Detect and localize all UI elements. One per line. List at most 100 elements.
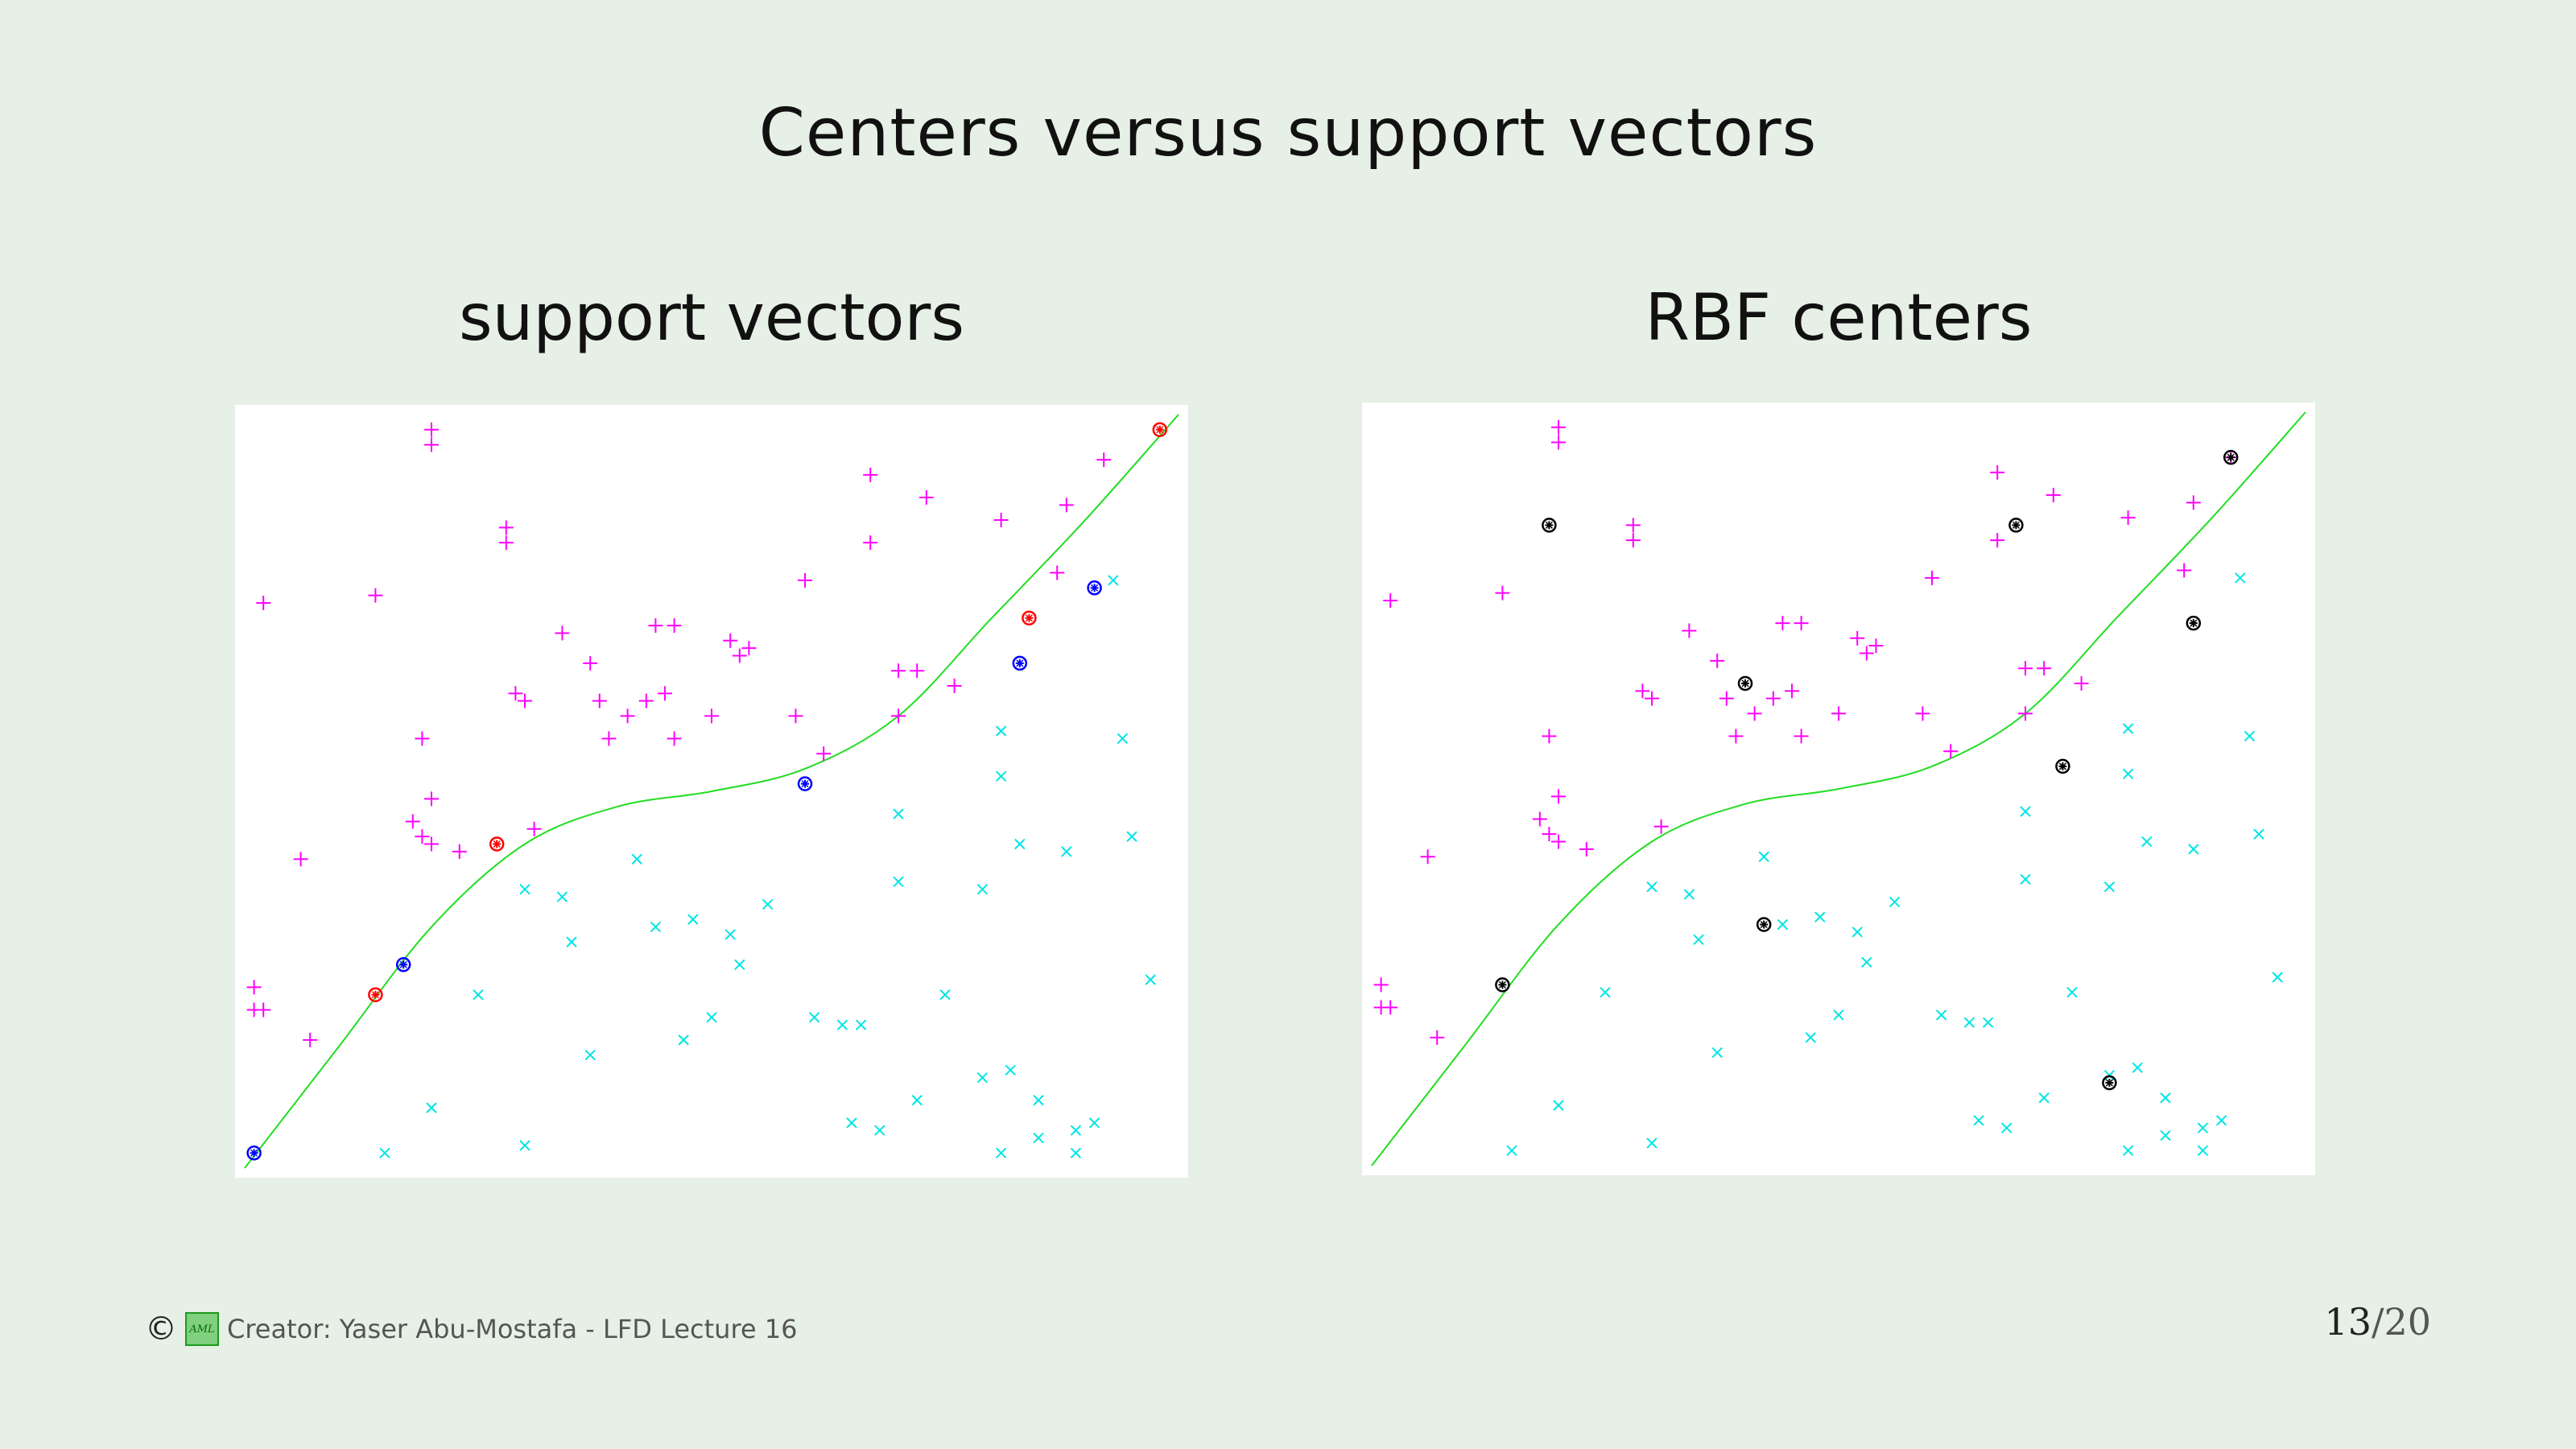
negative-point — [1693, 934, 1704, 945]
negative-point — [650, 921, 662, 933]
positive-point — [1059, 497, 1074, 513]
rbf-center-ring — [2008, 518, 2024, 533]
cross-b — [1852, 927, 1863, 938]
negative-point — [995, 725, 1007, 737]
cross-b — [566, 936, 577, 947]
negative-point — [2160, 1129, 2171, 1141]
aml-logo: AML — [185, 1312, 219, 1346]
support-vector-negative-d2 — [250, 1149, 258, 1157]
positive-point — [1373, 1000, 1389, 1015]
cross-b — [687, 914, 699, 925]
cross-b — [1553, 1100, 1564, 1111]
slide-title: Centers versus support vectors — [758, 95, 1818, 171]
negative-point — [2001, 1122, 2013, 1133]
cross-b — [995, 770, 1007, 782]
negative-point — [1646, 881, 1657, 893]
negative-point — [687, 914, 699, 925]
negative-point — [911, 1095, 923, 1106]
positive-point — [2046, 487, 2061, 502]
negative-point — [1061, 846, 1072, 857]
cross-b — [995, 1147, 1007, 1158]
rbf-center — [2055, 758, 2070, 774]
positive-point — [1579, 841, 1594, 857]
cross-b — [2132, 1062, 2143, 1074]
support-vector-negative-d2 — [1016, 659, 1024, 667]
rbf-center-ring — [2055, 758, 2070, 774]
negative-point — [1963, 1017, 1975, 1028]
rbf-center-ring — [1495, 977, 1510, 993]
negative-point — [836, 1019, 848, 1030]
negative-point — [1833, 1009, 1844, 1021]
negative-point — [426, 1102, 437, 1113]
rbf-center-d2 — [1741, 679, 1749, 687]
cross-b — [1014, 838, 1026, 850]
cross-b — [2103, 1069, 2116, 1081]
negative-point — [893, 876, 904, 888]
support-vectors-svg — [244, 414, 1179, 1169]
cross-b — [2020, 806, 2031, 817]
support-vector-negative-d2 — [1091, 584, 1099, 592]
negative-point — [2020, 873, 2031, 886]
cross-b — [874, 1125, 886, 1136]
positive-point — [863, 535, 878, 551]
support-vector-positive — [1022, 610, 1037, 625]
rbf-centers-plot — [1362, 402, 2315, 1175]
support-vector-positive — [1152, 422, 1168, 437]
negative-point — [2215, 1115, 2227, 1126]
negative-point — [2122, 723, 2134, 734]
negative-point — [1982, 1017, 1994, 1028]
negative-point — [808, 1012, 820, 1023]
cross-b — [762, 898, 774, 910]
support-vector-positive — [489, 836, 505, 852]
negative-point — [631, 853, 642, 865]
negative-point — [1070, 1147, 1082, 1158]
rbf-center-d2 — [2058, 762, 2066, 770]
negative-point — [584, 1049, 596, 1061]
negative-point — [1852, 927, 1863, 938]
negative-point — [2197, 1122, 2209, 1133]
positive-point — [2018, 706, 2033, 721]
positive-point — [1794, 616, 1809, 631]
positive-point — [704, 708, 719, 724]
positive-point — [1542, 729, 1557, 744]
negative-point — [1711, 1046, 1723, 1059]
positive-point — [1831, 706, 1846, 721]
negative-point — [2122, 1145, 2134, 1156]
negative-point — [2253, 828, 2264, 840]
cross-b — [724, 929, 736, 940]
negative-point — [2020, 806, 2031, 817]
negative-point — [2244, 730, 2256, 742]
positive-point — [741, 641, 757, 656]
support-vector-negative — [1087, 580, 1102, 596]
negative-point — [473, 989, 484, 1001]
positive-point — [1719, 691, 1734, 706]
logo-text: AML — [189, 1323, 215, 1335]
decision-boundary — [1371, 411, 2306, 1166]
creator-credit: Creator: Yaser Abu-Mostafa - LFD Lecture… — [227, 1314, 798, 1344]
positive-point — [891, 708, 906, 724]
negative-point — [1935, 1009, 1947, 1021]
positive-point — [1645, 691, 1659, 706]
positive-point — [508, 686, 523, 701]
cross-b — [1646, 1137, 1657, 1149]
negative-point — [1861, 956, 1872, 968]
cross-b — [995, 725, 1007, 737]
cross-b — [1758, 851, 1769, 862]
support-vector-positive-ring — [368, 987, 383, 1002]
rbf-center-ring — [2223, 449, 2239, 465]
positive-point — [1915, 706, 1930, 721]
support-vector-positive — [368, 987, 383, 1002]
cross-b — [808, 1012, 820, 1023]
rbf-center — [1737, 675, 1753, 691]
positive-point — [2018, 661, 2033, 676]
decision-boundary — [244, 414, 1179, 1169]
negative-point — [1683, 889, 1695, 900]
cross-b — [1683, 889, 1695, 900]
rbf-center-d2 — [1545, 521, 1553, 529]
negative-point — [734, 959, 745, 970]
cross-b — [2160, 1092, 2171, 1104]
cross-b — [1070, 1125, 1082, 1136]
left-plot-title: support vectors — [458, 280, 964, 355]
cross-b — [2001, 1122, 2013, 1133]
cross-b — [1033, 1132, 1044, 1144]
